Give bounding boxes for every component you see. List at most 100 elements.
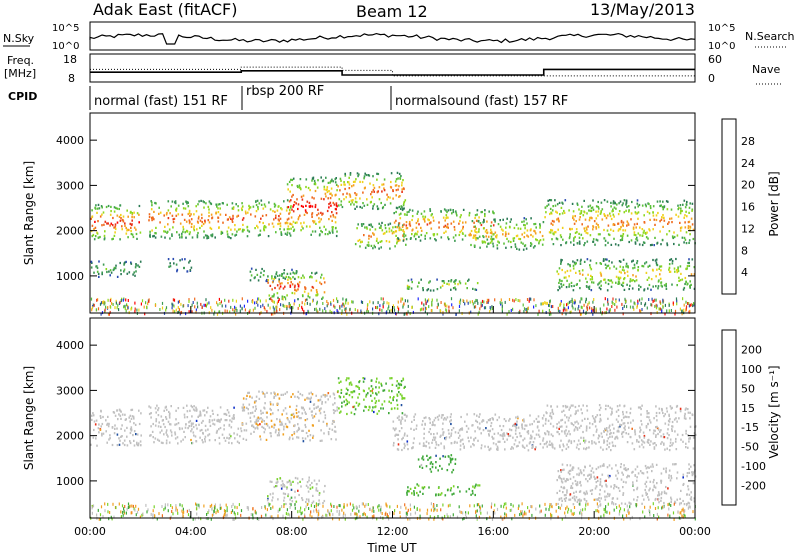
velocity-cell [368, 405, 371, 408]
power-cell [340, 179, 342, 182]
velocity-cell [686, 472, 689, 475]
velocity-cell [468, 440, 470, 443]
velocity-cell [474, 436, 477, 440]
velocity-cell [556, 423, 558, 426]
velocity-cell [99, 428, 102, 431]
velocity-cell [644, 488, 646, 492]
power-cell [595, 227, 598, 230]
velocity-cell [487, 429, 489, 432]
power-cell [289, 190, 291, 193]
velocity-cell [577, 467, 580, 470]
velocity-cell [428, 446, 431, 449]
power-cell [620, 219, 623, 223]
power-cell [545, 211, 547, 214]
velocity-cell [376, 393, 378, 396]
power-cell [690, 273, 693, 276]
power-cell [268, 294, 271, 297]
power-cell [662, 200, 664, 203]
power-cell [398, 226, 401, 229]
velocity-cell [178, 427, 181, 430]
power-cell [304, 287, 307, 290]
power-cell [418, 235, 420, 238]
velocity-cell [401, 448, 403, 452]
power-cell [572, 267, 575, 270]
velocity-cell [376, 377, 378, 380]
power-cell [287, 225, 290, 228]
velocity-cell [403, 442, 406, 445]
power-cell [477, 312, 479, 316]
power-cell [384, 224, 386, 227]
velocity-cell [254, 421, 256, 424]
power-cell [353, 203, 355, 206]
velocity-cell [157, 425, 160, 428]
power-cell [256, 300, 258, 304]
power-cell [526, 222, 528, 225]
power-cell [453, 228, 456, 231]
velocity-cell [413, 428, 415, 431]
velocity-cell [327, 433, 330, 436]
velocity-cell [568, 473, 571, 476]
velocity-cell [499, 424, 501, 428]
power-cell [464, 221, 467, 224]
velocity-cell [476, 420, 479, 424]
power-cell [133, 226, 136, 229]
power-cell [185, 312, 187, 316]
power-cell [670, 309, 672, 312]
power-cell [649, 205, 652, 208]
velocity-cell [477, 439, 479, 442]
power-cell [393, 212, 395, 215]
power-cell [539, 226, 541, 229]
velocity-cell [543, 443, 546, 446]
velocity-cell [685, 429, 687, 432]
power-cell [288, 302, 290, 305]
velocity-cell [457, 436, 460, 439]
power-cell [691, 209, 693, 212]
power-cell [486, 231, 488, 235]
power-cell [459, 298, 462, 302]
power-cell [249, 308, 251, 312]
power-cell [482, 227, 485, 230]
velocity-cell [403, 413, 406, 416]
power-cell [98, 260, 100, 263]
power-cell [172, 309, 174, 313]
velocity-cell [443, 447, 446, 450]
velocity-cell [497, 440, 500, 443]
velocity-cell [323, 490, 325, 493]
power-cell [607, 300, 609, 304]
power-cell [297, 218, 300, 221]
power-cell [635, 212, 637, 215]
power-cell [475, 238, 477, 241]
power-cell [202, 200, 204, 203]
velocity-cell [654, 442, 656, 445]
velocity-cell [505, 419, 507, 423]
velocity-cell [158, 439, 161, 442]
velocity-cell [237, 427, 240, 430]
velocity-cell [576, 473, 578, 476]
velocity-cell [296, 436, 298, 439]
power-cell [304, 298, 307, 302]
power-cell [267, 275, 269, 278]
velocity-cell [413, 437, 415, 440]
power-cell [671, 259, 674, 263]
velocity-cell [511, 446, 513, 449]
power-cell [427, 288, 430, 291]
power-cell [221, 231, 224, 234]
power-cell [329, 181, 331, 184]
power-cell [113, 210, 116, 213]
power-cell [444, 304, 446, 308]
velocity-cell [542, 439, 544, 442]
power-cell [483, 240, 485, 243]
velocity-cell [427, 458, 429, 461]
power-cell [611, 261, 613, 264]
velocity-cell [558, 474, 561, 478]
power-cell [359, 205, 361, 209]
power-cell [679, 226, 682, 230]
power-cell [247, 299, 249, 303]
power-cell [550, 312, 552, 316]
velocity-cell [608, 424, 611, 427]
velocity-cell [407, 486, 409, 489]
velocity-cell [204, 435, 207, 438]
velocity-cell [601, 485, 603, 488]
power-cell [200, 302, 202, 306]
velocity-cell [292, 480, 294, 483]
